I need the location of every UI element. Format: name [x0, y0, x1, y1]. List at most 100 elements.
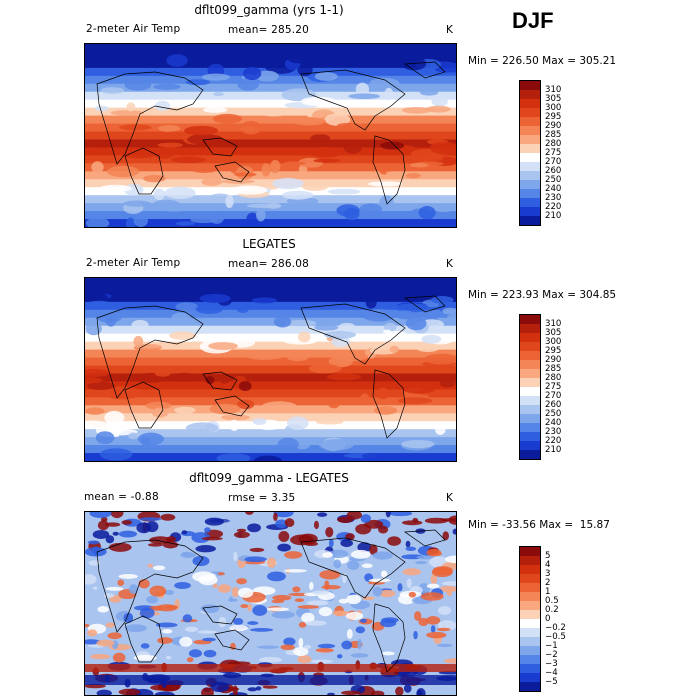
colorbar-swatch: 285 [520, 364, 561, 378]
colorbar-label: 275 [545, 148, 562, 158]
coastline [403, 295, 446, 313]
colorbar-swatch: 285 [520, 130, 561, 144]
colorbar-swatch [520, 81, 540, 90]
coastline [202, 137, 238, 157]
colorbar-swatch: 295 [520, 112, 561, 126]
colorbar-label: 290 [545, 355, 562, 365]
colorbar-label: 0.5 [545, 596, 559, 606]
colorbar-swatch: −1 [520, 641, 558, 655]
panel-3-title: dflt099_gamma - LEGATES [189, 471, 349, 485]
colorbar-swatch: 250 [520, 175, 561, 189]
coastline [214, 629, 250, 651]
coastline [96, 305, 204, 399]
colorbar-swatch: 300 [520, 103, 561, 117]
colorbar-swatch: −2 [520, 650, 558, 664]
panel-2-colorbar: 310 305 300 295 290 285 280 275 270 260 250 240 230 2… [519, 314, 561, 460]
coastline [96, 71, 204, 165]
colorbar-swatch: 230 [520, 427, 561, 441]
colorbar-label: 230 [545, 193, 562, 203]
panel-2-title: LEGATES [242, 237, 296, 251]
colorbar-label: 260 [545, 400, 562, 410]
colorbar-label: 285 [545, 130, 562, 140]
season-label: DJF [512, 8, 554, 33]
colorbar-label: 0 [545, 614, 551, 624]
colorbar-label: 285 [545, 364, 562, 374]
coastline [124, 615, 164, 663]
colorbar-swatch: 0.5 [520, 596, 559, 610]
colorbar-swatch: 4 [520, 560, 550, 574]
panel-1-title: dflt099_gamma (yrs 1-1) [194, 3, 344, 17]
coastline [202, 605, 238, 625]
colorbar-label: 305 [545, 328, 562, 338]
coastline [300, 303, 406, 365]
colorbar-swatch: −0.2 [520, 623, 566, 637]
colorbar-label: 305 [545, 94, 562, 104]
colorbar-label: 310 [545, 319, 562, 329]
colorbar-label: 295 [545, 346, 562, 356]
colorbar-label: 220 [545, 436, 562, 446]
colorbar-swatch: 270 [520, 391, 561, 405]
colorbar-swatch: 1 [520, 587, 550, 601]
colorbar-label: −5 [545, 677, 558, 687]
colorbar-swatch: 310 [520, 85, 561, 99]
panel-2-mean: mean= 286.08 [228, 258, 310, 270]
colorbar-swatch: 2 [520, 578, 550, 592]
colorbar-label: 2 [545, 578, 551, 588]
colorbar-swatch: 220 [520, 202, 561, 216]
panel-1-minmax: Min = 226.50 Max = 305.21 [468, 55, 617, 67]
panel-1-mean: mean= 285.20 [228, 24, 310, 36]
colorbar-label: 290 [545, 121, 562, 131]
colorbar-label: 3 [545, 569, 551, 579]
colorbar-swatch: 210 [520, 211, 561, 225]
colorbar-label: 1 [545, 587, 551, 597]
colorbar-label: 260 [545, 166, 562, 176]
panel-3-colorbar: 5 4 3 2 1 0.5 0.2 0 −0.2 −0.5 −1 −2 −3 −4 −5 [519, 546, 566, 692]
colorbar-label: 5 [545, 551, 551, 561]
colorbar-swatch: 270 [520, 157, 561, 171]
colorbar-label: 280 [545, 373, 562, 383]
panel-2-variable: 2-meter Air Temp [86, 257, 181, 269]
colorbar-swatch: 220 [520, 436, 561, 450]
colorbar-label: 210 [545, 445, 562, 455]
colorbar-swatch: −4 [520, 668, 558, 682]
coastline [124, 147, 164, 195]
coastline [372, 369, 406, 439]
coastline [300, 69, 406, 131]
colorbar-label: 250 [545, 409, 562, 419]
colorbar-swatch: 0.2 [520, 605, 559, 619]
colorbar-swatch: 290 [520, 355, 561, 369]
colorbar-label: 230 [545, 427, 562, 437]
colorbar-swatch: −5 [520, 677, 558, 691]
colorbar-label: 280 [545, 139, 562, 149]
coastline [372, 603, 406, 673]
panel-1-map-plot [85, 44, 456, 227]
colorbar-swatch: −3 [520, 659, 558, 673]
coastline [214, 161, 250, 183]
colorbar-label: −0.2 [545, 623, 566, 633]
colorbar-label: 295 [545, 112, 562, 122]
colorbar-swatch: 260 [520, 166, 561, 180]
colorbar-swatch: 260 [520, 400, 561, 414]
coastline [214, 395, 250, 417]
colorbar-label: 270 [545, 391, 562, 401]
panel-1-colorbar: 310 305 300 295 290 285 280 275 270 260 250 240 230 2… [519, 80, 561, 226]
colorbar-swatch: 240 [520, 184, 561, 198]
panel-2-minmax: Min = 223.93 Max = 304.85 [468, 289, 617, 301]
colorbar-label: 240 [545, 418, 562, 428]
coastline [403, 61, 446, 79]
colorbar-swatch [520, 315, 540, 324]
colorbar-swatch: 275 [520, 382, 561, 396]
colorbar-swatch: 280 [520, 139, 561, 153]
colorbar-swatch: 210 [520, 445, 561, 459]
coastline [403, 529, 446, 547]
colorbar-label: −0.5 [545, 632, 566, 642]
colorbar-label: 300 [545, 103, 562, 113]
panel-3-map [84, 511, 457, 696]
coastline [96, 539, 204, 633]
colorbar-label: −3 [545, 659, 558, 669]
colorbar-label: 0.2 [545, 605, 559, 615]
coastline [300, 537, 406, 599]
panel-3-rmse: rmse = 3.35 [228, 492, 296, 504]
colorbar-swatch: −0.5 [520, 632, 566, 646]
coastline [372, 135, 406, 205]
